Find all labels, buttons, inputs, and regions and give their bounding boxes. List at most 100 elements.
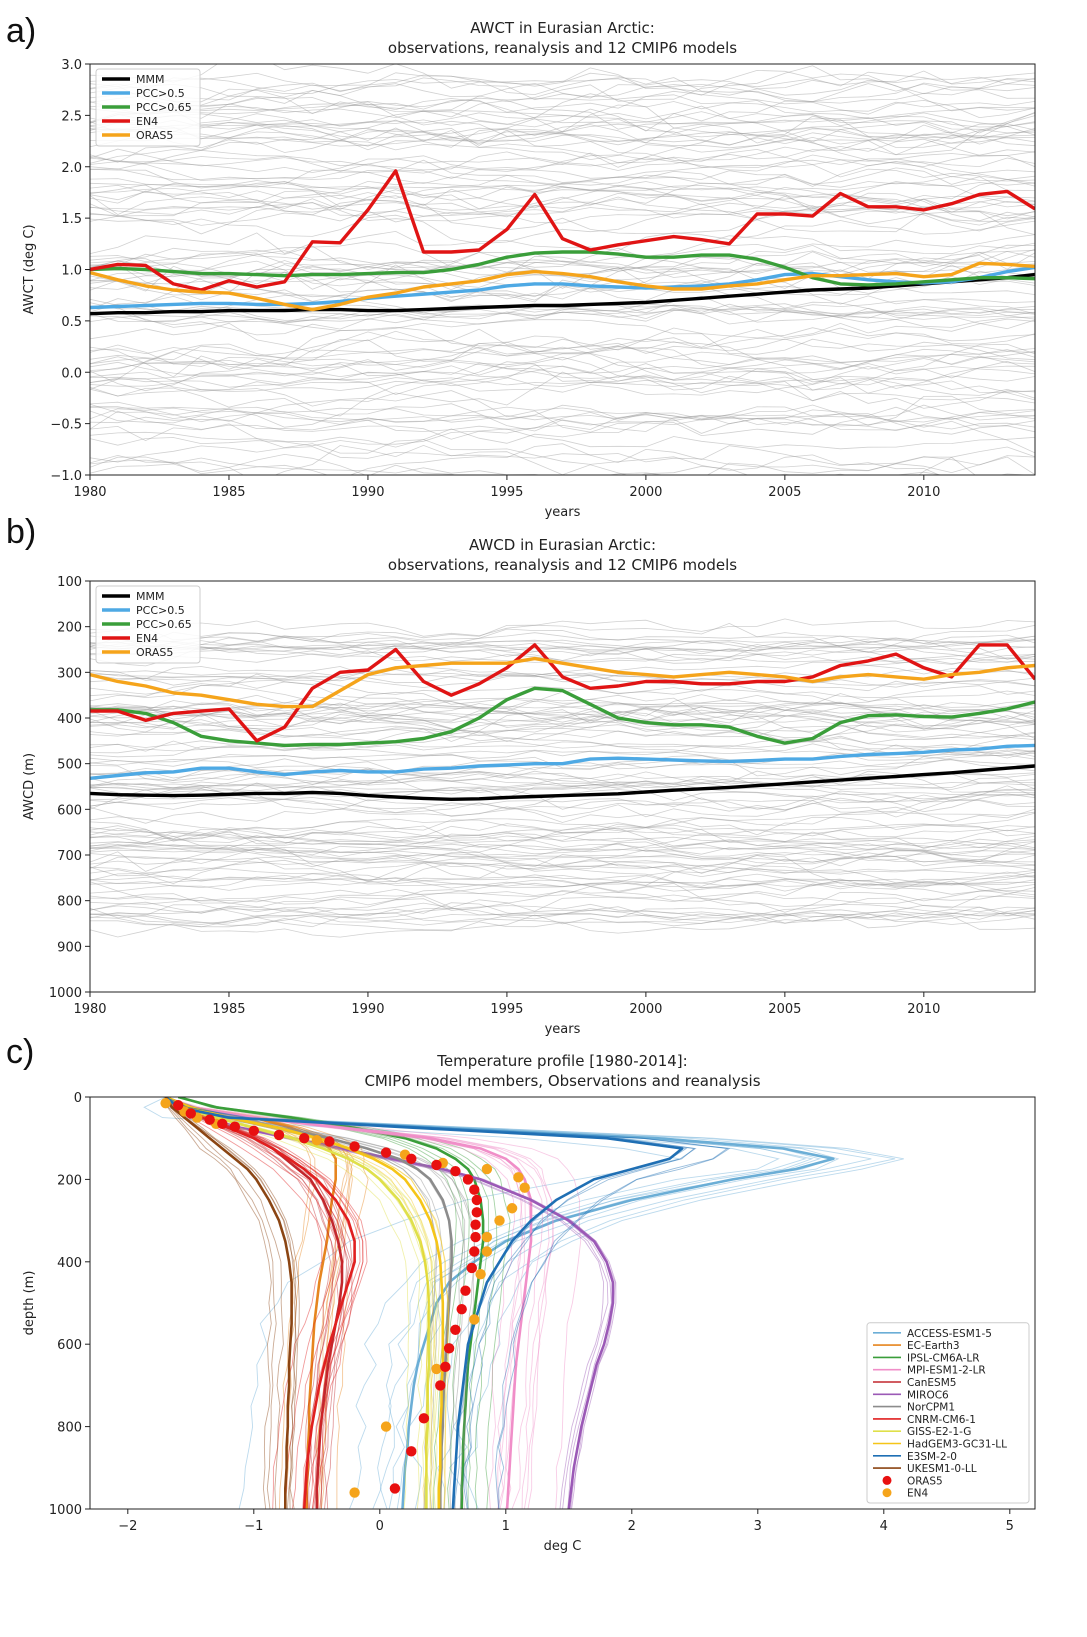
ensemble-member-line: [90, 785, 1035, 818]
chart-subtitle-b: observations, reanalysis and 12 CMIP6 mo…: [388, 556, 737, 574]
ensemble-member-line: [90, 138, 1035, 171]
y-tick-label: 900: [57, 940, 82, 955]
x-axis-label-b: years: [545, 1022, 581, 1037]
observation-point-oras5: [462, 1174, 474, 1185]
model-member-line: [165, 1097, 731, 1509]
ensemble-member-line: [90, 106, 1035, 130]
x-tick-label: 1985: [212, 485, 245, 500]
legend-label: IPSL-CM6A-LR: [907, 1352, 980, 1364]
ensemble-member-line: [90, 119, 1035, 168]
ensemble-member-line: [90, 867, 1035, 882]
ensemble-member-line: [90, 835, 1035, 865]
legend-label: PCC>0.5: [136, 87, 185, 100]
ensemble-member-line: [90, 359, 1035, 392]
ensemble-member-line: [90, 327, 1035, 383]
model-member-line: [165, 1097, 524, 1509]
legend-marker: [882, 1475, 892, 1485]
ensemble-member-line: [90, 174, 1035, 196]
y-tick-label: 2.5: [61, 109, 82, 124]
ensemble-member-line: [90, 69, 1035, 96]
ensemble-member-line: [90, 839, 1035, 861]
model-member-line: [165, 1097, 605, 1509]
model-member-line: [165, 1097, 729, 1509]
model-member-line: [165, 1097, 554, 1509]
ensemble-member-line: [90, 365, 1035, 402]
legend-label: MMM: [136, 590, 164, 603]
ensemble-member-line: [90, 756, 1035, 781]
ensemble-member-line: [90, 202, 1035, 232]
observation-point-oras5: [185, 1108, 196, 1119]
legend-label: MPI-ESM1-2-LR: [907, 1365, 986, 1377]
observation-point-oras5: [173, 1100, 184, 1111]
ensemble-member-line: [90, 906, 1035, 938]
ensemble-member-line: [90, 343, 1035, 396]
ensemble-member-line: [90, 250, 1035, 272]
y-tick-label: 500: [57, 758, 82, 773]
model-member-line: [165, 1097, 450, 1509]
observation-point-oras5: [440, 1361, 451, 1373]
y-tick-label: 600: [57, 803, 82, 818]
ensemble-member-line: [90, 694, 1035, 721]
x-tick-label: 5: [1006, 1519, 1014, 1534]
ensemble-member-line: [90, 305, 1035, 325]
observation-point-oras5: [406, 1153, 417, 1165]
ensemble-member-line: [90, 880, 1035, 905]
ensemble-member-line: [90, 693, 1035, 720]
ensemble-member-line: [90, 882, 1035, 919]
ensemble-member-line: [90, 346, 1035, 370]
observation-point-en4: [519, 1182, 530, 1193]
y-axis-label-c: depth (m): [22, 1271, 37, 1336]
ensemble-member-line: [90, 346, 1035, 381]
model-member-line: [165, 1097, 364, 1509]
ensemble-member-line: [90, 873, 1035, 892]
y-tick-label: 100: [57, 575, 82, 590]
observation-point-oras5: [460, 1285, 471, 1296]
ensemble-member-line: [90, 632, 1035, 655]
ensemble-member-line: [90, 111, 1035, 156]
ensemble-member-line: [90, 377, 1035, 407]
ensemble-member-line: [90, 109, 1035, 145]
ensemble-member-line: [90, 666, 1035, 692]
y-axis-label-b: AWCD (m): [22, 753, 37, 820]
y-tick-label: 700: [57, 849, 82, 864]
ensemble-member-line: [90, 411, 1035, 432]
y-tick-label: 1000: [49, 986, 82, 1001]
y-tick-label: 1.5: [61, 212, 82, 227]
ensemble-member-line: [90, 854, 1035, 890]
ensemble-member-line: [90, 913, 1035, 938]
ensemble-member-line: [90, 416, 1035, 454]
x-tick-label: 1995: [490, 1002, 523, 1017]
ensemble-member-line: [90, 825, 1035, 849]
chart-subtitle-a: observations, reanalysis and 12 CMIP6 mo…: [388, 39, 737, 57]
y-tick-label: 200: [57, 621, 82, 636]
ensemble-member-line: [90, 428, 1035, 450]
x-tick-label: 2000: [629, 1002, 662, 1017]
ensemble-member-line: [90, 859, 1035, 886]
model-member-line: [165, 1097, 335, 1509]
model-mean-line: [177, 1097, 485, 1509]
model-member-line: [165, 1097, 464, 1509]
legend-label: PCC>0.65: [136, 618, 192, 631]
model-member-line: [165, 1097, 368, 1509]
observation-point-en4: [513, 1172, 524, 1183]
ensemble-member-line: [90, 830, 1035, 859]
observation-point-oras5: [324, 1136, 335, 1147]
ensemble-member-line: [90, 635, 1035, 651]
ensemble-member-line: [90, 180, 1035, 203]
ensemble-member-line: [90, 778, 1035, 813]
model-member-line: [165, 1097, 840, 1509]
legend-label: CanESM5: [907, 1377, 956, 1389]
ensemble-member-line: [90, 825, 1035, 851]
y-tick-label: 800: [57, 895, 82, 910]
ensemble-member-line: [90, 740, 1035, 756]
ensemble-member-line: [90, 191, 1035, 218]
ensemble-member-line: [90, 306, 1035, 325]
ensemble-member-line: [90, 903, 1035, 925]
series-line-pcc05: [90, 743, 1035, 780]
observation-point-en4: [481, 1246, 493, 1257]
legend-box-b: [95, 585, 201, 664]
legend-label: ORAS5: [136, 129, 173, 142]
ensemble-member-line: [90, 823, 1035, 847]
observation-point-en4: [481, 1231, 493, 1243]
ensemble-member-line: [90, 181, 1035, 215]
